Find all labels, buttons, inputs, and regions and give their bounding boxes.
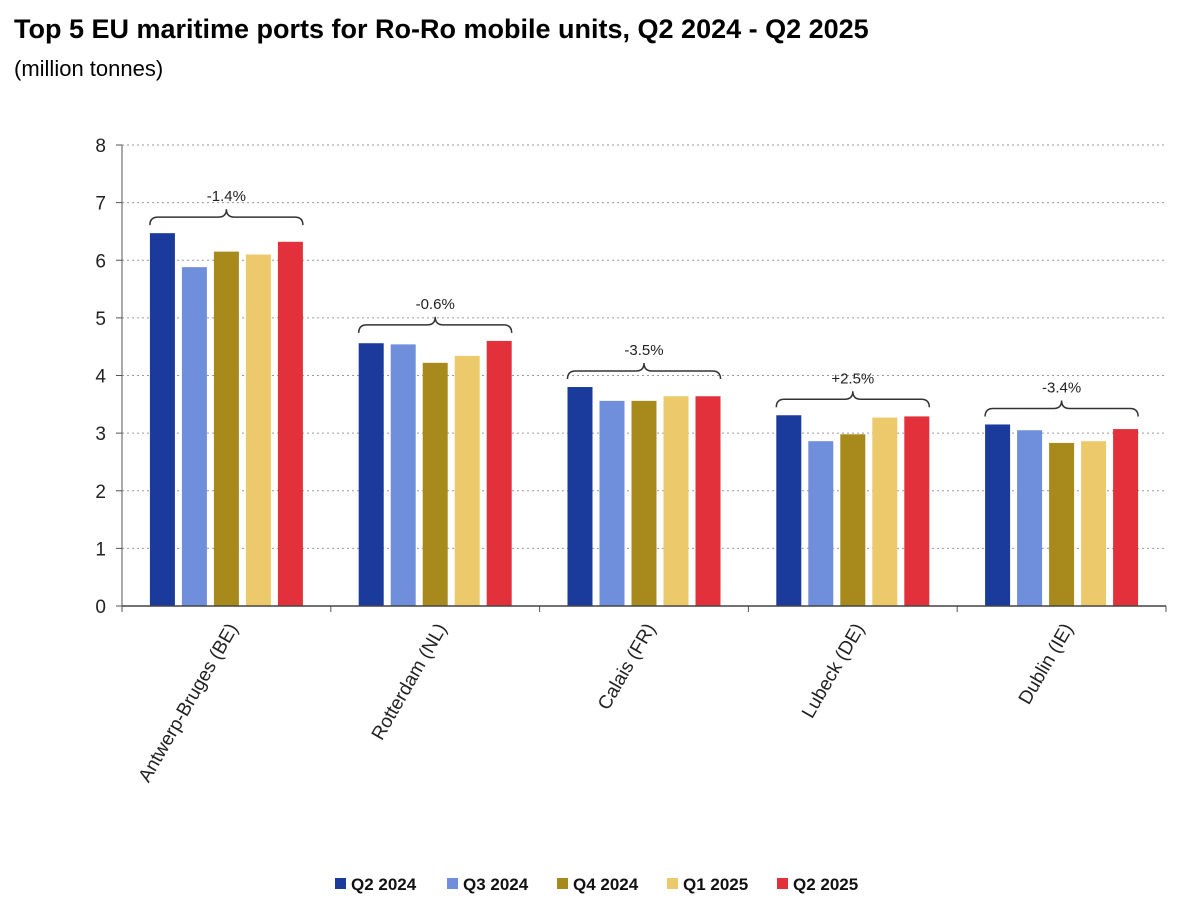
bar: [1049, 442, 1075, 606]
chart-title: Top 5 EU maritime ports for Ro-Ro mobile…: [14, 14, 869, 44]
legend-label: Q4 2024: [573, 875, 639, 894]
bar: [1113, 429, 1139, 606]
change-label: -3.4%: [1042, 379, 1081, 396]
bracket: [775, 391, 931, 408]
legend-swatch: [557, 878, 568, 889]
bar: [277, 241, 303, 606]
bar: [1081, 441, 1107, 606]
bar: [599, 400, 625, 606]
bar: [985, 424, 1011, 606]
x-tick-label: Dublin (IE): [1015, 620, 1078, 708]
y-tick-label: 4: [95, 367, 106, 388]
bar: [422, 362, 448, 606]
bar: [181, 267, 207, 606]
bar: [872, 417, 898, 606]
change-label: +2.5%: [831, 370, 874, 387]
legend-swatch: [447, 878, 458, 889]
y-tick-label: 5: [95, 309, 106, 330]
bar: [245, 254, 271, 607]
legend-swatch: [335, 878, 346, 889]
legend-label: Q3 2024: [463, 875, 529, 894]
change-label: -0.6%: [416, 296, 455, 313]
bracket: [149, 209, 304, 226]
y-tick-label: 8: [95, 136, 106, 157]
bar: [776, 415, 802, 606]
bracket: [566, 362, 722, 380]
bar: [840, 434, 866, 606]
y-tick-label: 0: [95, 597, 106, 618]
y-tick-label: 2: [95, 482, 106, 503]
y-tick-label: 6: [95, 251, 106, 272]
bracket: [357, 316, 513, 333]
change-label: -3.5%: [624, 342, 663, 359]
legend-label: Q1 2025: [683, 875, 748, 894]
chart-subtitle: (million tonnes): [14, 56, 164, 81]
change-label: -1.4%: [207, 188, 246, 205]
legend-label: Q2 2024: [351, 875, 417, 894]
bar: [454, 355, 480, 606]
y-tick-label: 3: [95, 424, 106, 445]
bar: [904, 416, 930, 606]
bar: [631, 400, 657, 606]
x-tick-label: Antwerp-Bruges (BE): [135, 620, 243, 786]
legend-swatch: [667, 878, 678, 889]
x-tick-label: Lubeck (DE): [798, 620, 869, 722]
bar: [1017, 430, 1043, 606]
legend-label: Q2 2025: [793, 875, 858, 894]
bar: [567, 387, 593, 606]
bracket: [984, 400, 1139, 417]
bar: [808, 441, 834, 606]
bar: [149, 233, 175, 606]
bar: [213, 251, 239, 606]
legend-swatch: [777, 878, 788, 889]
bar: [486, 340, 512, 606]
bar: [663, 396, 689, 606]
bar: [390, 344, 416, 606]
x-tick-label: Rotterdam (NL): [368, 620, 452, 744]
y-tick-label: 1: [95, 539, 106, 560]
y-tick-label: 7: [95, 194, 106, 215]
bar: [358, 343, 384, 606]
x-tick-label: Calais (FR): [594, 620, 660, 714]
bar: [695, 396, 721, 606]
